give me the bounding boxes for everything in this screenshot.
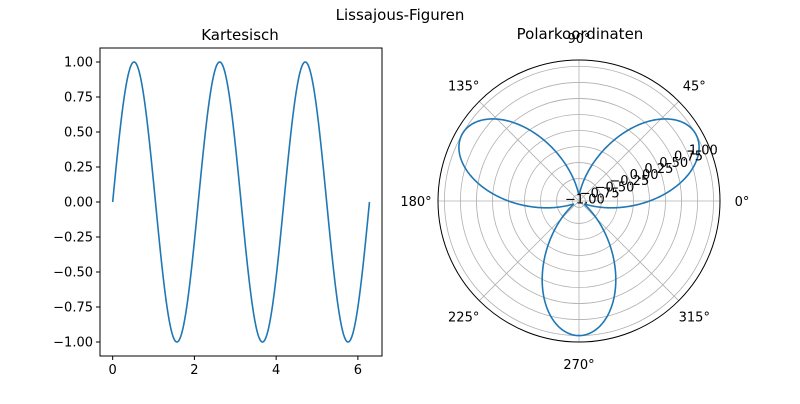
r-tick-label: 0.00	[630, 168, 659, 183]
cartesian-axes: Kartesisch 0 2 4 6−1.00−0.75−0.50−0.250.000…	[53, 26, 383, 379]
polar-ring	[492, 114, 666, 288]
y-tick-label: 0.50	[64, 126, 93, 141]
cartesian-ticks: 0 2 4 6 −1.00 −0.75 −0.50 −0.25 0.00 0.25 0.50 0.75…	[53, 56, 362, 379]
theta-tick-label: 135°	[448, 80, 479, 95]
x-tick-label: 6	[354, 363, 362, 378]
y-tick-label: 0.75	[64, 91, 93, 106]
y-tick-label: 0.25	[64, 161, 93, 176]
r-tick-label: −0.50	[595, 180, 635, 195]
theta-tick-label: 225°	[448, 310, 479, 325]
theta-tick-label: 45°	[683, 80, 706, 95]
polar-ring	[524, 146, 634, 256]
x-tick-label: 0	[109, 363, 117, 378]
theta-tick-label: 180°	[400, 195, 431, 210]
theta-tick-label: 0°	[735, 195, 750, 210]
x-tick-label: 2	[190, 363, 198, 378]
r-tick-label: −1.00	[565, 193, 605, 208]
polar-series-line	[458, 118, 700, 337]
r-tick-label: −0.75	[580, 186, 620, 201]
r-tick-label: 0.25	[644, 162, 673, 177]
r-tick-label: 1.00	[689, 144, 718, 159]
y-tick-label: −1.00	[53, 336, 93, 351]
y-tick-label: −0.25	[53, 231, 93, 246]
r-tick-label: 0.75	[674, 150, 703, 165]
polar-tick-labels: 0° 45° 90° 135° 180° 225° 270° 315° −1.00−0.75−0…	[400, 32, 749, 373]
polar-ring	[476, 98, 682, 304]
polar-ring	[460, 82, 698, 320]
y-tick-label: −0.50	[53, 266, 93, 281]
cartesian-title: Kartesisch	[201, 26, 279, 44]
r-tick-label: −0.25	[609, 174, 649, 189]
polar-ring	[556, 178, 602, 224]
polar-ring	[540, 162, 618, 240]
figure-title: Lissajous-Figuren	[336, 6, 465, 24]
theta-tick-label: 315°	[679, 310, 710, 325]
x-tick-label: 4	[272, 363, 280, 378]
polar-outer-circle	[437, 59, 721, 343]
r-tick-label: 0.50	[659, 156, 688, 171]
polar-title: Polarkoordinaten	[517, 25, 644, 43]
y-tick-label: 0.00	[64, 196, 93, 211]
theta-tick-label: 270°	[563, 358, 594, 373]
cartesian-series-line	[111, 61, 371, 343]
y-tick-label: 1.00	[64, 56, 93, 71]
y-tick-label: −0.75	[53, 301, 93, 316]
theta-tick-label: 90°	[567, 32, 590, 47]
polar-axes: Polarkoordinaten 0° 45° 90° 135° 180° 225° 270…	[400, 25, 749, 373]
